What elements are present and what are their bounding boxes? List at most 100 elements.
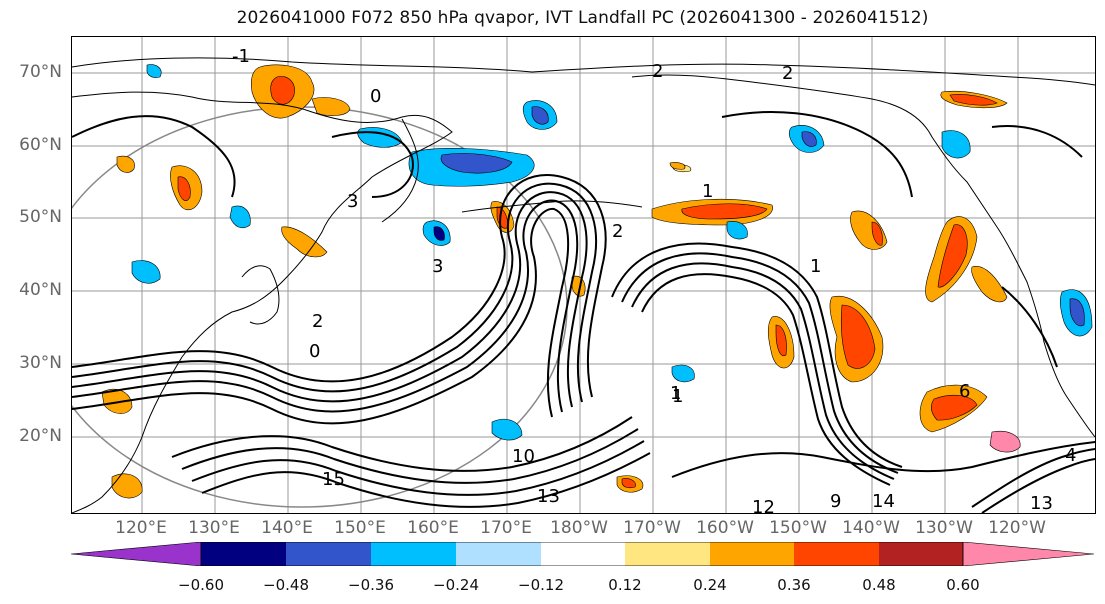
lon-label: 150°W bbox=[769, 518, 827, 538]
contour-line bbox=[611, 242, 903, 468]
lon-label: 130°W bbox=[915, 518, 973, 538]
colorbar-segment bbox=[794, 542, 879, 566]
lon-label: 140°W bbox=[842, 518, 900, 538]
shade-blue bbox=[671, 364, 695, 383]
colorbar-tick: −0.60 bbox=[178, 576, 224, 594]
contour-label: 3 bbox=[347, 191, 358, 212]
colorbar bbox=[71, 542, 1094, 566]
colorbar-segment bbox=[625, 542, 710, 566]
colorbar-tick: −0.36 bbox=[348, 576, 394, 594]
contour-labels: -1 0 2 1 3 3 2 1 2 2 0 13 12 14 15 13 4 … bbox=[232, 46, 1076, 513]
contour-line bbox=[72, 199, 579, 413]
colorbar-segment bbox=[286, 542, 371, 566]
coastlines bbox=[72, 57, 1095, 513]
lon-label: 120°W bbox=[988, 518, 1046, 538]
contour-label: 4 bbox=[1065, 445, 1076, 466]
colorbar-segment bbox=[456, 542, 541, 566]
shade-red bbox=[949, 94, 998, 106]
lon-label: 160°W bbox=[696, 518, 754, 538]
contour-line bbox=[331, 131, 414, 198]
shade-royal bbox=[801, 131, 817, 147]
contour-label: 2 bbox=[782, 63, 793, 84]
colorbar-segment bbox=[879, 542, 963, 566]
colorbar-tick: 0.12 bbox=[608, 576, 642, 594]
contour-line bbox=[72, 115, 236, 198]
shade-red bbox=[621, 478, 636, 489]
shade-blue bbox=[491, 418, 523, 441]
shade-royal bbox=[440, 153, 513, 174]
shade-orange bbox=[111, 473, 143, 499]
contour-label: 15 bbox=[322, 469, 345, 490]
shade-orange bbox=[669, 162, 686, 170]
contour-line bbox=[171, 416, 633, 472]
contour-label: 0 bbox=[370, 86, 381, 107]
shaded-anomalies bbox=[101, 64, 1093, 499]
contour-line bbox=[72, 207, 570, 425]
coastline-aleutians bbox=[461, 200, 643, 213]
shade-blue bbox=[146, 64, 162, 78]
lon-label: 150°E bbox=[334, 518, 386, 538]
lon-label: 180°W bbox=[550, 518, 608, 538]
lat-label: 50°N bbox=[19, 207, 62, 227]
contour-label: 9 bbox=[830, 491, 841, 512]
colorbar-tick: 0.24 bbox=[693, 576, 727, 594]
contour-label: 13 bbox=[1030, 493, 1053, 513]
coastline-arctic bbox=[72, 57, 1095, 86]
contour-line bbox=[971, 448, 1095, 508]
colorbar-segment bbox=[710, 542, 794, 566]
shade-orange bbox=[281, 226, 328, 258]
contour-label: 2 bbox=[652, 61, 663, 82]
colorbar-segment bbox=[201, 542, 286, 566]
lon-label: 160°E bbox=[407, 518, 459, 538]
shade-orange bbox=[989, 430, 1021, 453]
shade-red bbox=[937, 224, 968, 288]
colorbar-tick: −0.12 bbox=[518, 576, 564, 594]
map-panel: -1 0 2 1 3 3 2 1 2 2 0 13 12 14 15 13 4 … bbox=[71, 36, 1096, 514]
shade-red bbox=[840, 304, 876, 369]
lat-label: 70°N bbox=[19, 62, 62, 82]
contour-line bbox=[981, 458, 1095, 513]
lon-label: 170°W bbox=[623, 518, 681, 538]
shade-blue bbox=[726, 221, 748, 240]
contour-label: 3 bbox=[432, 256, 443, 277]
contour-label: 1 bbox=[810, 256, 821, 277]
shade-red bbox=[270, 76, 295, 105]
colorbar-tick: 0.48 bbox=[862, 576, 896, 594]
contour-label: 1 bbox=[672, 386, 683, 407]
shade-red bbox=[931, 394, 978, 421]
contour-label: 1 bbox=[702, 181, 713, 202]
contour-line bbox=[631, 262, 895, 480]
contour-line bbox=[671, 441, 1095, 478]
colorbar-tick: 0.36 bbox=[777, 576, 811, 594]
contour-label: 14 bbox=[872, 491, 895, 512]
shade-blue bbox=[941, 130, 971, 159]
shade-red bbox=[681, 203, 768, 220]
colorbar-arrow-right bbox=[962, 542, 1094, 566]
coastline-asia bbox=[72, 91, 453, 513]
shade-orange bbox=[116, 155, 135, 173]
lon-label: 130°E bbox=[188, 518, 240, 538]
lat-label: 30°N bbox=[19, 353, 62, 373]
lon-label: 170°E bbox=[480, 518, 532, 538]
contour-label: 13 bbox=[537, 486, 560, 507]
coastline-kamchatka bbox=[381, 118, 419, 223]
lon-label: 140°E bbox=[261, 518, 313, 538]
colorbar-tick: 0.60 bbox=[946, 576, 980, 594]
colorbar-segment bbox=[371, 542, 456, 566]
contour-label: 2 bbox=[612, 221, 623, 242]
contour-line bbox=[72, 174, 607, 398]
shade-red bbox=[871, 221, 883, 246]
coastline-northamerica bbox=[996, 226, 1095, 438]
ivt-contours bbox=[72, 111, 1095, 513]
shade-orange bbox=[311, 97, 351, 116]
plot-title: 2026041000 F072 850 hPa qvapor, IVT Land… bbox=[236, 8, 929, 28]
contour-line bbox=[181, 428, 639, 484]
contour-line bbox=[621, 252, 899, 474]
shade-blue bbox=[131, 260, 161, 284]
lat-label: 20°N bbox=[19, 426, 62, 446]
contour-label: 0 bbox=[309, 341, 320, 362]
contour-label: 12 bbox=[752, 497, 775, 513]
contour-label: -1 bbox=[232, 46, 250, 67]
coastline-alaska bbox=[631, 74, 998, 228]
shade-royal bbox=[1069, 298, 1085, 327]
